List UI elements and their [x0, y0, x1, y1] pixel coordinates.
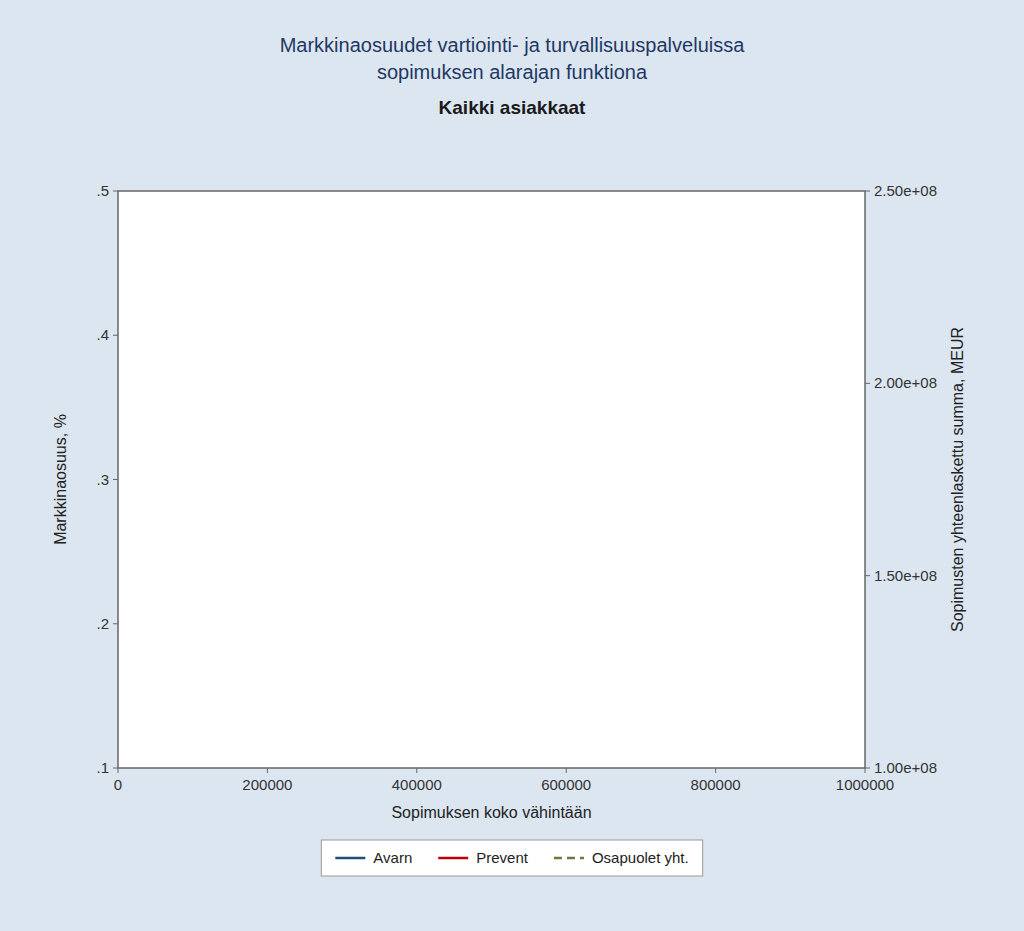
x-tick-label: 1000000	[836, 776, 894, 793]
legend: Avarn Prevent Osapuolet yht.	[321, 840, 702, 876]
x-tick	[566, 768, 567, 773]
legend-box	[321, 840, 702, 876]
x-tick	[118, 768, 119, 773]
y-tick-label: .2	[96, 615, 109, 632]
y-tick-label: .4	[96, 326, 109, 343]
x-tick-label: 0	[114, 776, 122, 793]
title: sopimuksen alarajan funktiona	[377, 61, 648, 83]
y-axis-label: Markkinaosuus, %	[52, 414, 69, 545]
title: Markkinaosuudet vartiointi- ja turvallis…	[280, 34, 746, 56]
y2-tick	[865, 191, 870, 192]
legend-label: Osapuolet yht.	[592, 849, 689, 866]
y2-tick-label: 1.00e+08	[874, 759, 937, 776]
y2-tick-label: 2.50e+08	[874, 182, 937, 199]
y2-tick	[865, 575, 870, 576]
x-tick-label: 200000	[242, 776, 292, 793]
legend-swatch	[554, 857, 584, 860]
legend-swatch	[335, 857, 365, 860]
x-tick-label: 800000	[691, 776, 741, 793]
plot-frame	[118, 191, 865, 768]
x-tick-label: 400000	[392, 776, 442, 793]
legend-label: Prevent	[476, 849, 529, 866]
legend-label: Avarn	[373, 849, 412, 866]
x-axis-label: Sopimuksen koko vähintään	[391, 804, 591, 821]
x-tick	[715, 768, 716, 773]
chart: Markkinaosuudet vartiointi- ja turvallis…	[0, 0, 1024, 931]
subtitle: Kaikki asiakkaat	[439, 97, 587, 118]
y-tick	[113, 335, 118, 336]
y-tick	[113, 623, 118, 624]
y2-axis-label: Sopimusten yhteenlaskettu summa, MEUR	[949, 327, 966, 632]
x-tick	[416, 768, 417, 773]
x-tick-label: 600000	[541, 776, 591, 793]
y2-tick-label: 2.00e+08	[874, 374, 937, 391]
y-tick	[113, 191, 118, 192]
plot-area	[118, 191, 865, 768]
y-tick-label: .5	[96, 182, 109, 199]
y2-tick	[865, 383, 870, 384]
y2-tick	[865, 768, 870, 769]
x-tick	[267, 768, 268, 773]
y-tick-label: .3	[96, 471, 109, 488]
x-tick	[865, 768, 866, 773]
y-tick	[113, 768, 118, 769]
y-tick-label: .1	[96, 759, 109, 776]
y2-tick-label: 1.50e+08	[874, 567, 937, 584]
y-tick	[113, 479, 118, 480]
legend-swatch	[438, 857, 468, 860]
